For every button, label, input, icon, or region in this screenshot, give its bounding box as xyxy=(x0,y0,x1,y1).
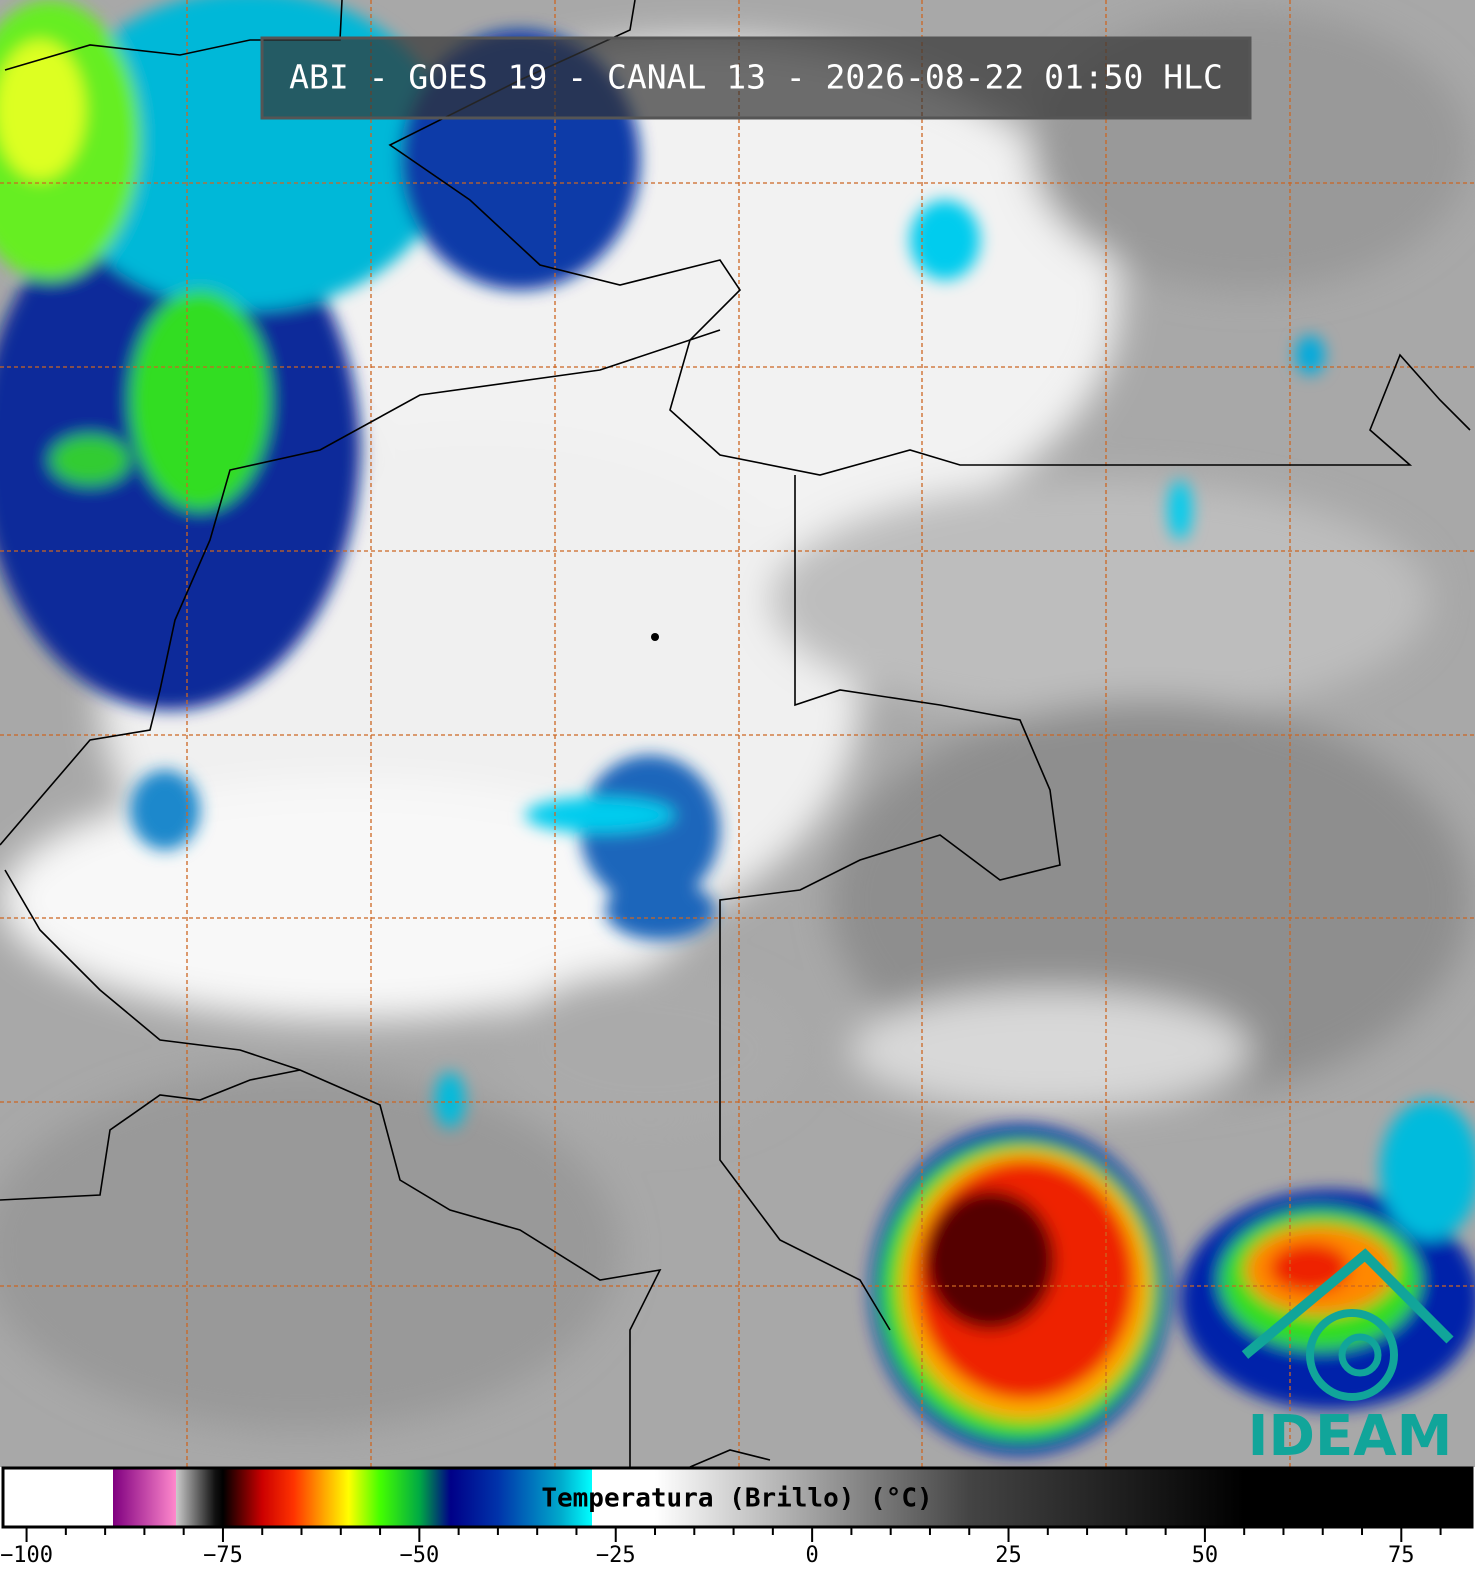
colorbar-tick-label: 75 xyxy=(1388,1543,1415,1568)
colorbar-tick-label: 25 xyxy=(995,1543,1022,1568)
colorbar-tick-label: −75 xyxy=(203,1543,243,1568)
colorbar xyxy=(1,1466,1474,1529)
colorbar-tick-label: 0 xyxy=(806,1543,819,1568)
colorbar-tick-label: −25 xyxy=(596,1543,636,1568)
colorbar-tick-label: −100 xyxy=(0,1543,53,1568)
logo-text: IDEAM xyxy=(1248,1404,1453,1469)
title-banner xyxy=(260,36,1252,120)
colorbar-label: Temperatura (Brillo) (°C) xyxy=(541,1484,932,1514)
title: ABI - GOES 19 - CANAL 13 - 2026-08-22 01… xyxy=(289,58,1223,97)
logo xyxy=(1241,1248,1454,1401)
graticule xyxy=(0,0,1475,1467)
satellite-image: IDEAM xyxy=(0,0,1475,1469)
city-marker xyxy=(651,633,659,641)
borders xyxy=(0,0,1471,1467)
colorbar-tick-label: −50 xyxy=(399,1543,439,1568)
colorbar-tick-label: 50 xyxy=(1192,1543,1219,1568)
